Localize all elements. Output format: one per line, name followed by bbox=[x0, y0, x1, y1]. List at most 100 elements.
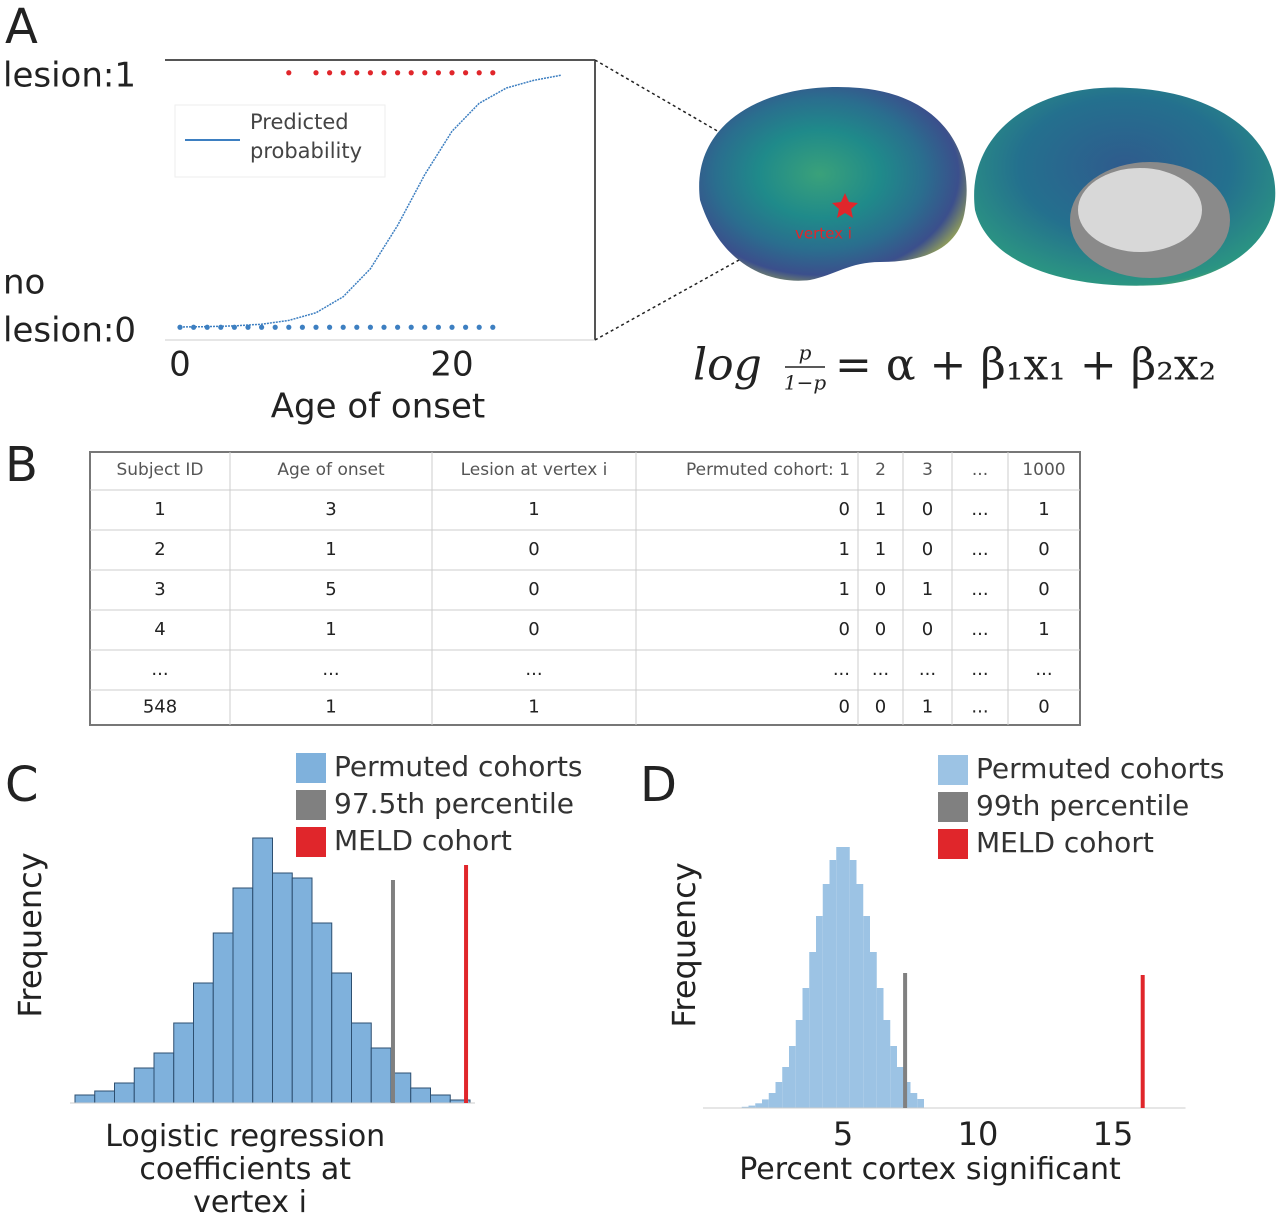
histogram-bar bbox=[272, 872, 293, 1104]
legend-label: 99th percentile bbox=[976, 789, 1189, 822]
table-cell: ... bbox=[971, 499, 988, 520]
table-cell: Age of onset bbox=[277, 460, 385, 480]
histogram-bar bbox=[795, 1020, 803, 1108]
y-axis-label: Frequency bbox=[11, 852, 49, 1017]
x-axis-label: Percent cortex significant bbox=[739, 1152, 1121, 1187]
table-cell: ... bbox=[971, 659, 988, 680]
histogram-bar bbox=[870, 952, 877, 1108]
legend-swatch bbox=[938, 755, 968, 785]
histogram-bar bbox=[856, 884, 864, 1108]
panel-label: B bbox=[5, 437, 38, 493]
histogram-bar bbox=[903, 1082, 911, 1108]
table-cell: ... bbox=[971, 579, 988, 600]
data-point bbox=[218, 324, 224, 330]
legend-swatch bbox=[296, 827, 326, 857]
data-point bbox=[435, 70, 441, 76]
table-cell: ... bbox=[919, 659, 936, 680]
histogram-bar bbox=[748, 1105, 756, 1108]
histogram-bar bbox=[74, 1094, 96, 1104]
histogram-bar bbox=[775, 1082, 783, 1108]
data-point bbox=[177, 324, 183, 330]
histogram-bar bbox=[809, 952, 816, 1108]
table-cell: 1 bbox=[839, 539, 850, 560]
legend-label: Predicted probability bbox=[250, 110, 362, 163]
table-cell: 1 bbox=[875, 539, 886, 560]
table-cell: 0 bbox=[1038, 539, 1049, 560]
table-cell: ... bbox=[151, 659, 168, 680]
table-cell: Permuted cohort: 1 bbox=[686, 460, 850, 480]
data-point bbox=[449, 324, 455, 330]
histogram-bar bbox=[768, 1093, 776, 1108]
table-cell: 5 bbox=[325, 579, 336, 600]
table-cell: 4 bbox=[154, 619, 165, 640]
data-point bbox=[408, 324, 414, 330]
data-point bbox=[408, 70, 414, 76]
probability-curve bbox=[179, 74, 561, 328]
histogram-bar bbox=[212, 932, 234, 1104]
table-cell: 1 bbox=[922, 579, 933, 600]
histogram-bar bbox=[430, 1094, 451, 1104]
table-cell: 1 bbox=[922, 697, 933, 718]
data-point bbox=[367, 70, 373, 76]
panel-label: C bbox=[5, 757, 39, 813]
histogram-bar bbox=[897, 1067, 904, 1108]
table-cell: 0 bbox=[528, 579, 539, 600]
panel-label: A bbox=[5, 0, 38, 55]
histogram-bar bbox=[890, 1046, 897, 1108]
data-point bbox=[381, 324, 387, 330]
table-cell: 2 bbox=[875, 460, 886, 480]
table-cell: 0 bbox=[839, 499, 850, 520]
data-point bbox=[299, 324, 305, 330]
data-point bbox=[313, 324, 319, 330]
data-point bbox=[476, 70, 482, 76]
equation-denominator: 1−p bbox=[784, 371, 826, 395]
table-cell: ... bbox=[525, 659, 542, 680]
data-point bbox=[367, 324, 373, 330]
brain-lateral bbox=[699, 86, 967, 281]
histogram-bar bbox=[410, 1087, 431, 1104]
legend-label: Permuted cohorts bbox=[334, 750, 583, 783]
histogram-bar bbox=[829, 860, 837, 1108]
table-cell: 0 bbox=[875, 579, 886, 600]
table-cell: 1 bbox=[1038, 619, 1049, 640]
table-cell: 1000 bbox=[1022, 460, 1065, 480]
histogram-bar bbox=[291, 877, 313, 1104]
table-cell: 1 bbox=[325, 619, 336, 640]
histogram-bar bbox=[802, 988, 810, 1108]
vertex-marker bbox=[832, 193, 858, 218]
legend-swatch bbox=[938, 792, 968, 822]
data-point bbox=[327, 324, 333, 330]
data-point bbox=[476, 324, 482, 330]
table-cell: 3 bbox=[154, 579, 165, 600]
table-frame bbox=[89, 451, 1081, 726]
brain-medial-wall bbox=[1078, 168, 1202, 252]
data-point bbox=[340, 70, 346, 76]
data-point bbox=[422, 70, 428, 76]
data-point bbox=[463, 324, 469, 330]
table-cell: 0 bbox=[922, 539, 933, 560]
data-point bbox=[354, 324, 360, 330]
table-cell: 3 bbox=[325, 499, 336, 520]
histogram-bar bbox=[762, 1099, 769, 1108]
y-tick-label: lesion:1 bbox=[3, 55, 136, 95]
zoom-line bbox=[594, 254, 749, 341]
histogram-bar bbox=[331, 972, 352, 1104]
data-point bbox=[490, 324, 496, 330]
panel-label: D bbox=[640, 757, 677, 813]
table-cell: ... bbox=[972, 460, 988, 480]
histogram-bar bbox=[876, 988, 884, 1108]
legend-swatch bbox=[296, 790, 326, 820]
data-point bbox=[395, 324, 401, 330]
table-cell: ... bbox=[833, 659, 850, 680]
equation-lhs: log bbox=[693, 340, 762, 391]
histogram-bar bbox=[193, 982, 214, 1104]
table-cell: 0 bbox=[839, 697, 850, 718]
y-tick-label: no lesion:0 bbox=[3, 262, 136, 350]
data-point bbox=[422, 324, 428, 330]
histogram-bar bbox=[153, 1052, 175, 1104]
y-axis-label: Frequency bbox=[665, 862, 703, 1027]
data-point bbox=[354, 70, 360, 76]
x-tick-label: 0 bbox=[169, 345, 191, 385]
data-point bbox=[435, 324, 441, 330]
